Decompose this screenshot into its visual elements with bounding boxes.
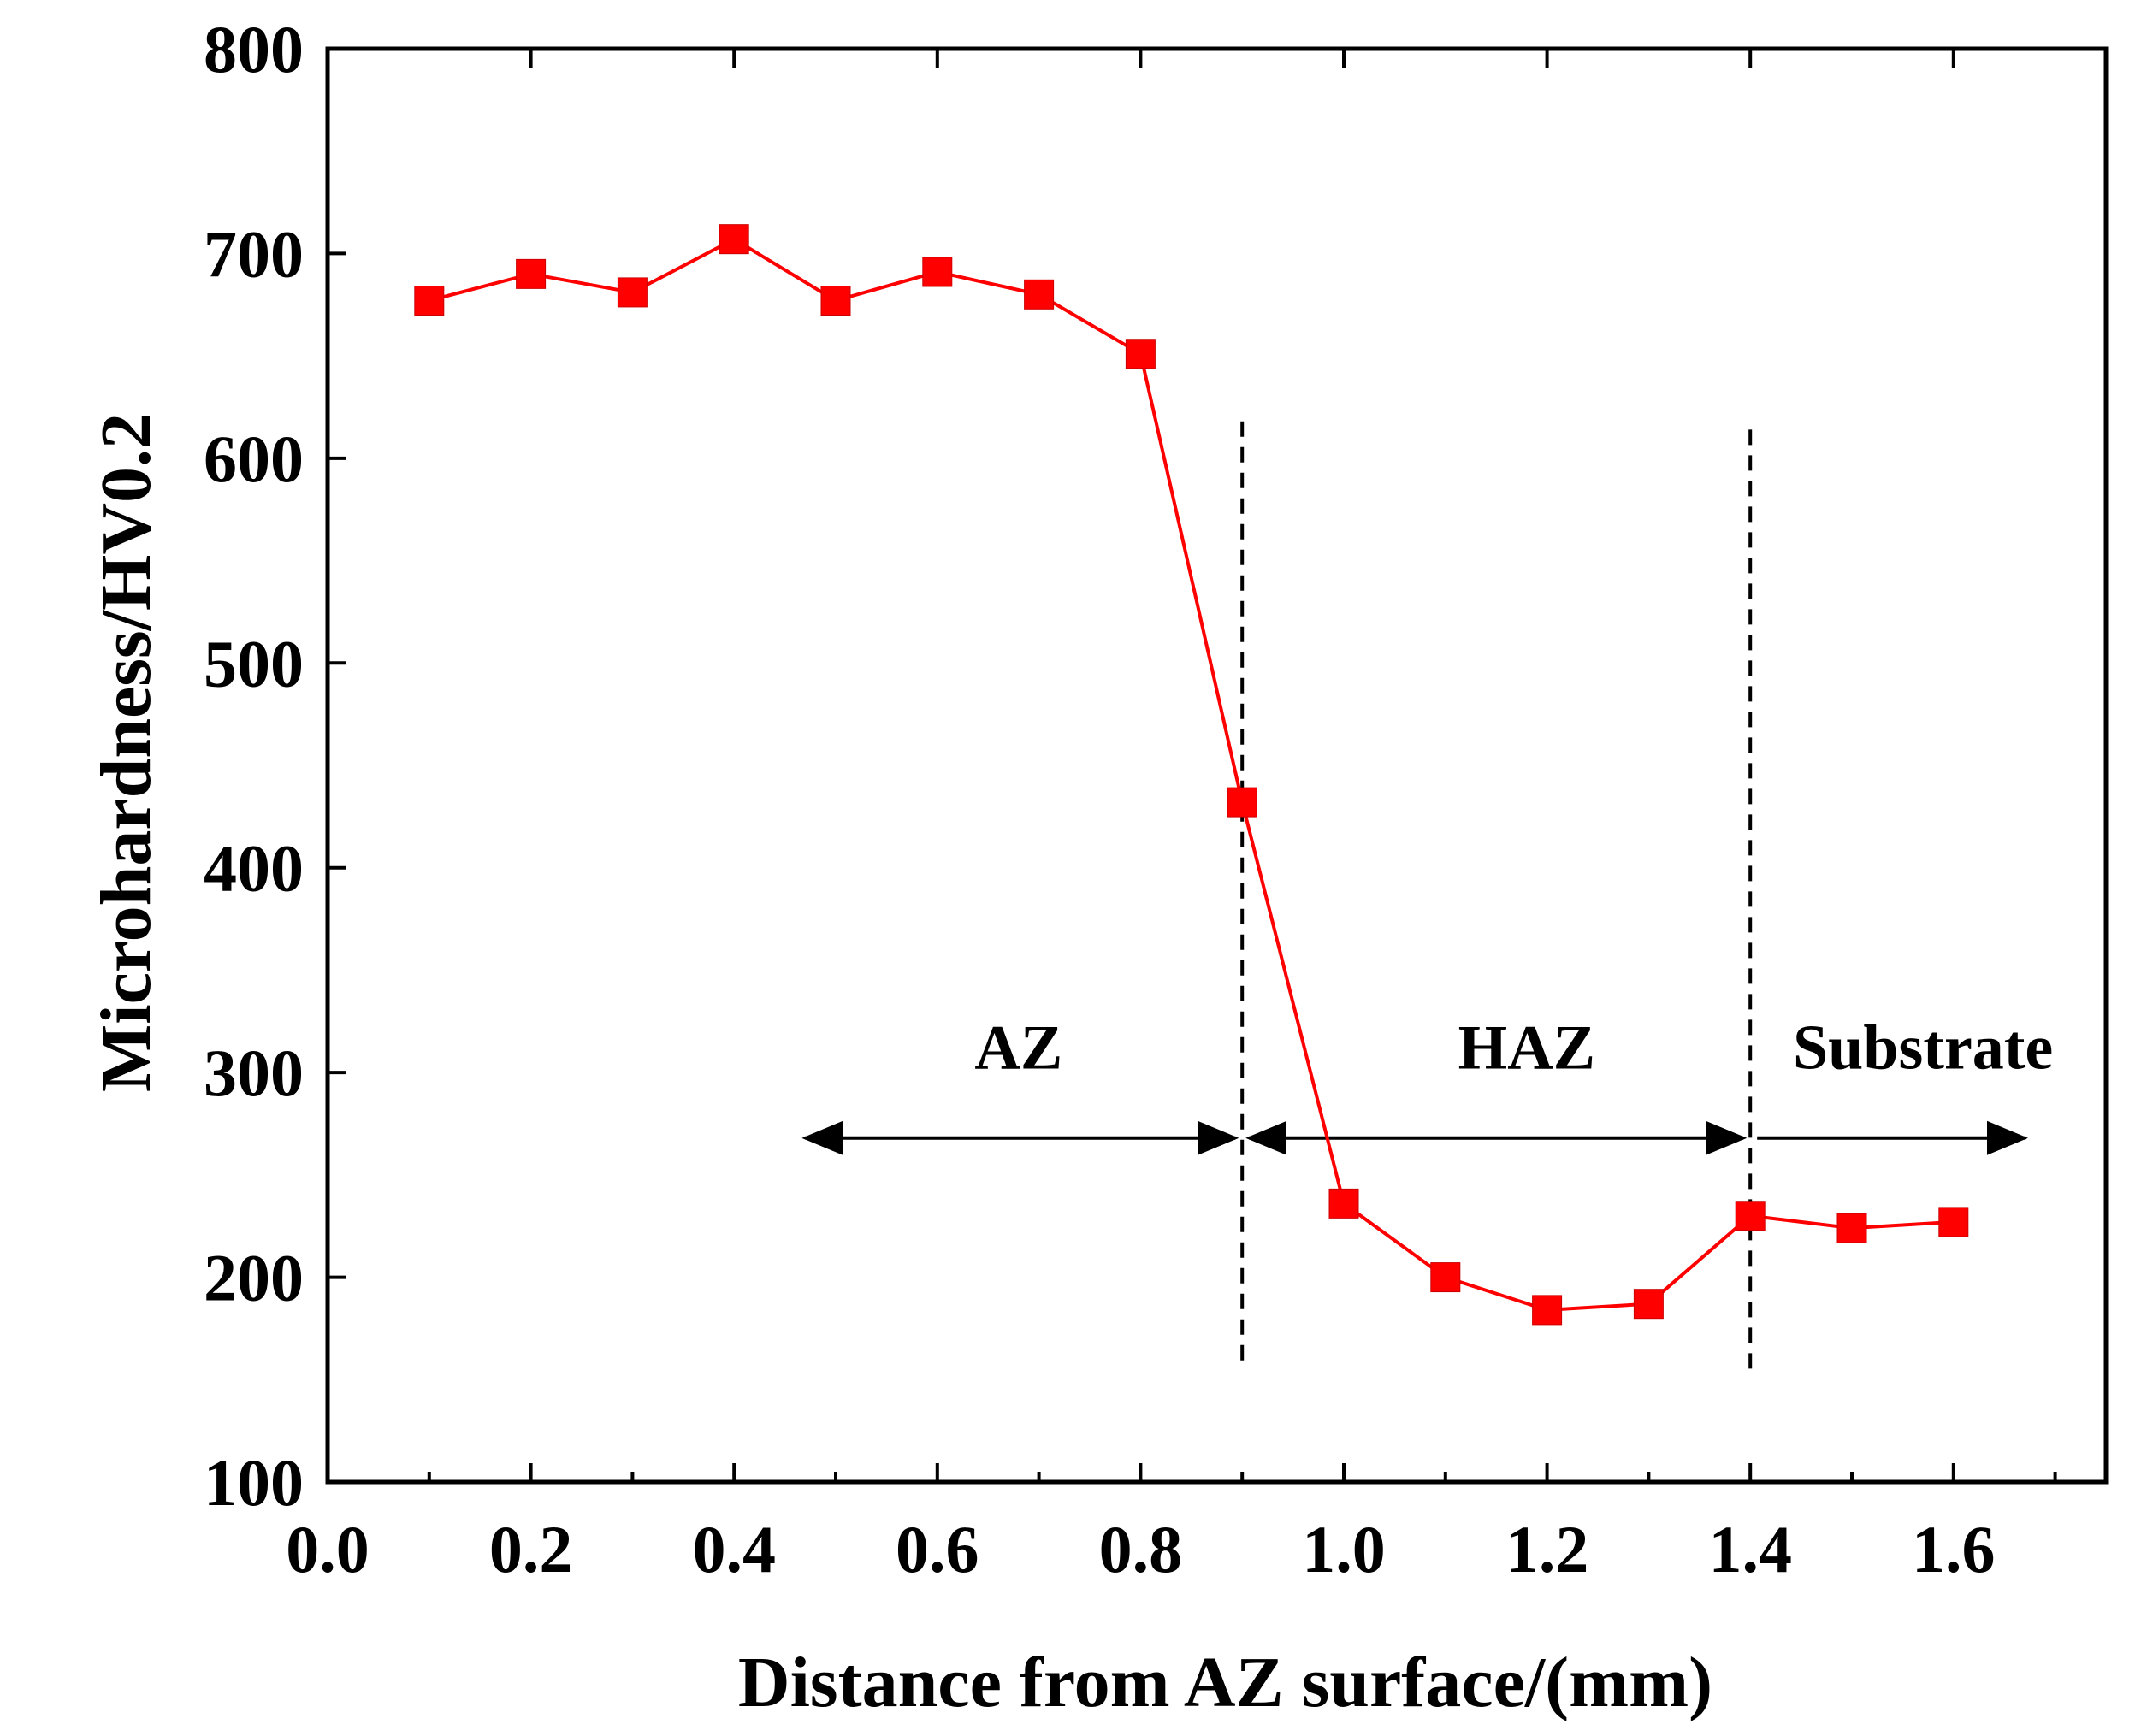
data-point xyxy=(617,277,648,308)
y-tick-label: 400 xyxy=(204,831,304,906)
y-tick-label: 100 xyxy=(204,1445,304,1520)
x-axis-title: Distance from AZ surface/(mm) xyxy=(738,1643,1712,1722)
data-point xyxy=(820,285,851,316)
ticks: 0.0 0.2 0.4 0.6 0.8 1.0 1.2 1.4 1.6 100 200 300 400 5… xyxy=(204,12,2057,1586)
x-tick-label: 1.0 xyxy=(1302,1512,1386,1586)
x-tick-label: 0.8 xyxy=(1099,1512,1183,1586)
x-tick-label: 0.2 xyxy=(489,1512,573,1586)
data-point xyxy=(1532,1295,1563,1326)
data-point xyxy=(1633,1289,1664,1320)
x-tick-label: 1.6 xyxy=(1912,1512,1996,1586)
x-tick-label: 1.4 xyxy=(1708,1512,1792,1586)
data-point xyxy=(1836,1213,1867,1243)
data-point xyxy=(922,257,953,287)
y-axis-title: Microhardness/HV0.2 xyxy=(86,413,166,1092)
axes xyxy=(325,46,2109,1485)
data-point xyxy=(516,258,547,289)
data-point xyxy=(1125,339,1156,369)
data-point xyxy=(414,285,445,316)
series-line xyxy=(429,237,1954,1312)
plot-frame xyxy=(325,46,2109,1485)
zone-annotations: AZ HAZ Substrate xyxy=(801,1013,2053,1155)
x-tick-label: 0.4 xyxy=(692,1512,776,1586)
data-point xyxy=(1328,1188,1359,1219)
data-point xyxy=(1024,279,1055,310)
zone-boundaries xyxy=(1240,421,1753,1376)
data-point xyxy=(1735,1201,1766,1231)
x-tick-label: 0.0 xyxy=(286,1512,370,1586)
data-point xyxy=(719,224,749,255)
y-tick-label: 300 xyxy=(204,1036,304,1110)
x-tick-label: 0.6 xyxy=(896,1512,979,1586)
data-point xyxy=(1430,1262,1461,1293)
y-tick-label: 200 xyxy=(204,1241,304,1315)
data-point xyxy=(1227,787,1257,818)
y-tick-label: 800 xyxy=(204,12,304,86)
y-tick-label: 500 xyxy=(204,626,304,700)
data-series xyxy=(414,224,1969,1326)
region-label: HAZ xyxy=(1458,1013,1595,1083)
region-label: Substrate xyxy=(1793,1013,2053,1083)
y-tick-label: 700 xyxy=(204,216,304,291)
region-label: AZ xyxy=(974,1013,1062,1083)
x-tick-label: 1.2 xyxy=(1505,1512,1589,1586)
data-point xyxy=(1938,1207,1969,1237)
y-tick-label: 600 xyxy=(204,422,304,496)
